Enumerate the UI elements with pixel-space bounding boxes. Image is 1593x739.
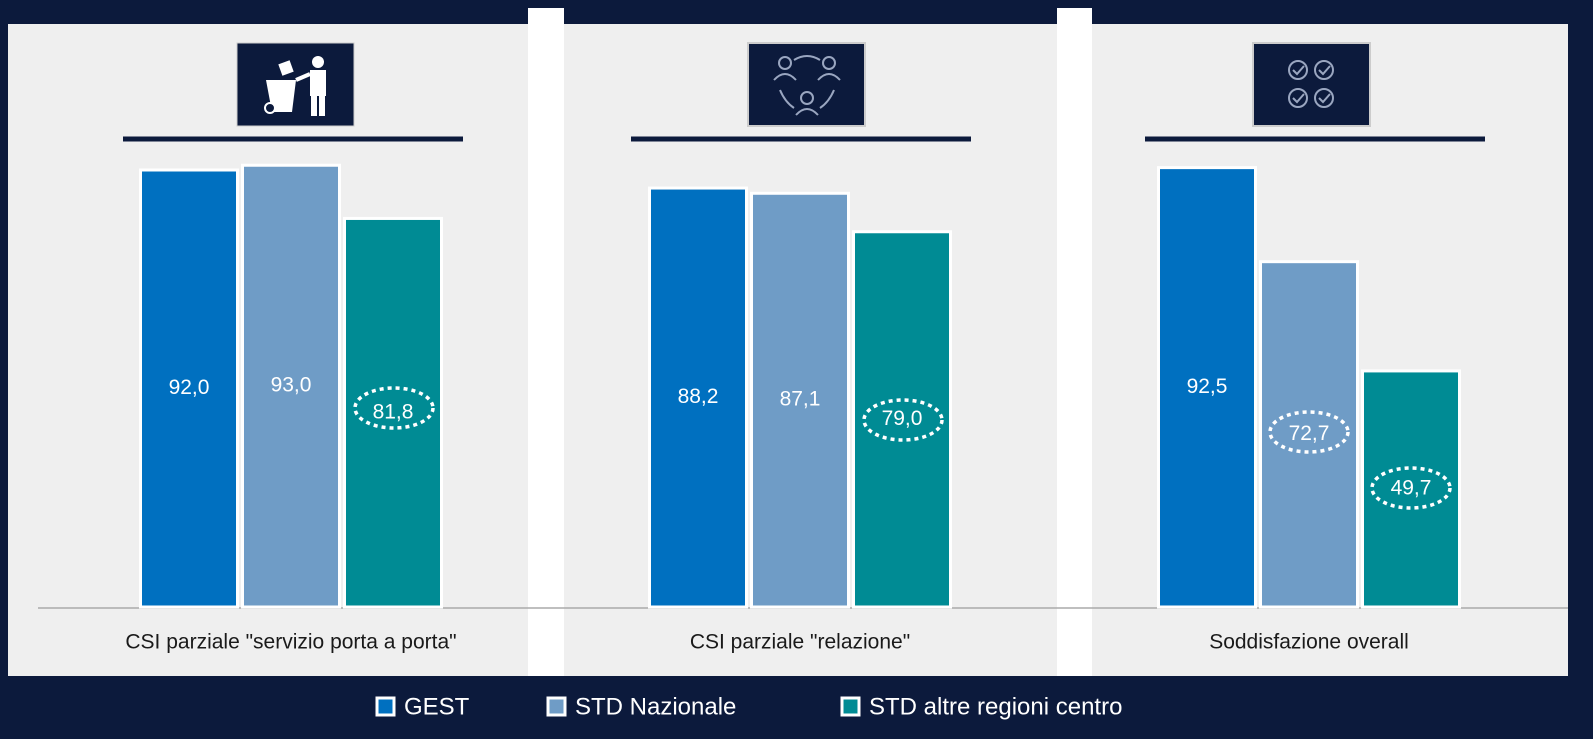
value-label: 81,8 xyxy=(373,400,414,423)
bar xyxy=(1361,369,1461,609)
bar xyxy=(648,186,748,609)
bar xyxy=(1259,260,1359,609)
bar xyxy=(852,230,952,609)
icon-checks xyxy=(1252,42,1371,127)
legend-swatch xyxy=(375,696,396,717)
panel-gap xyxy=(528,8,564,676)
bar xyxy=(139,168,239,609)
panel-gap xyxy=(1057,8,1092,676)
value-label: 88,2 xyxy=(678,385,719,408)
icon-people xyxy=(747,42,866,127)
legend-label: GEST xyxy=(404,693,470,720)
bars xyxy=(139,163,1461,609)
legend-swatch xyxy=(840,696,861,717)
category-label: CSI parziale "relazione" xyxy=(690,631,910,654)
value-label: 72,7 xyxy=(1289,422,1330,445)
value-label: 87,1 xyxy=(780,388,821,411)
legend-swatch xyxy=(546,696,567,717)
bar xyxy=(1157,166,1257,609)
bar xyxy=(241,163,341,609)
value-label: 92,0 xyxy=(169,376,210,399)
category-label: Soddisfazione overall xyxy=(1209,631,1409,654)
value-label: 79,0 xyxy=(882,407,923,430)
value-label: 92,5 xyxy=(1187,375,1228,398)
labels: CSI parziale "servizio porta a porta" 92,… xyxy=(125,374,1431,654)
legend-label: STD altre regioni centro xyxy=(869,693,1122,720)
value-label: 49,7 xyxy=(1391,477,1432,500)
bar xyxy=(343,216,443,609)
icon-waste xyxy=(236,42,355,127)
value-label: 93,0 xyxy=(271,374,312,397)
category-label: CSI parziale "servizio porta a porta" xyxy=(125,631,456,654)
bar xyxy=(750,191,850,609)
highlights xyxy=(353,386,1452,510)
legend-label: STD Nazionale xyxy=(575,693,736,720)
